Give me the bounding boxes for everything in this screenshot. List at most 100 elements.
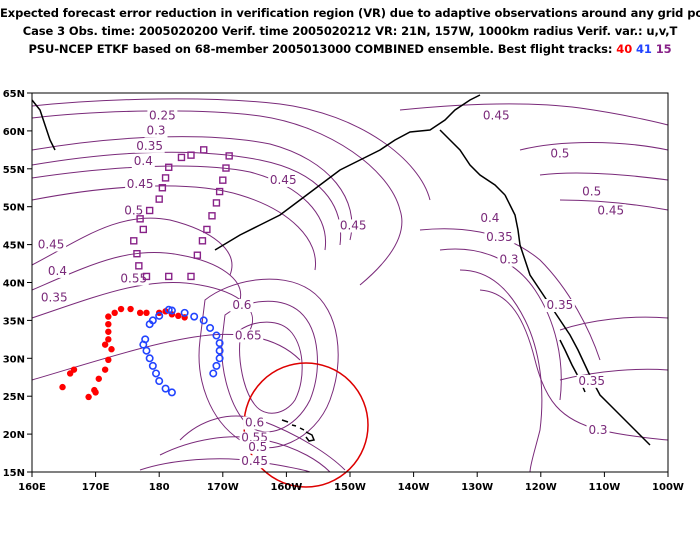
track-40-point xyxy=(105,336,112,343)
contour-line xyxy=(31,165,327,251)
header: Expected forecast error reduction in ver… xyxy=(0,0,700,80)
lon-tick-label: 160E xyxy=(18,482,46,493)
track-41-point xyxy=(215,354,224,363)
track-40-point xyxy=(101,366,109,373)
track-40-point xyxy=(111,309,118,317)
lon-tick-label: 170W xyxy=(207,482,239,493)
contour-label: 0.45 xyxy=(597,203,624,217)
contour-label-bg xyxy=(233,329,264,343)
contour-label-bg xyxy=(147,109,178,123)
track-15-point xyxy=(212,199,221,207)
contour-label-bg xyxy=(544,299,575,313)
track-15-point xyxy=(165,163,173,171)
track-40-point xyxy=(101,341,109,348)
track-15-point xyxy=(187,151,195,159)
track-40-point xyxy=(143,309,150,317)
contour-line xyxy=(198,278,339,449)
track-15-point xyxy=(219,176,227,184)
lon-tick-label: 170E xyxy=(82,482,110,493)
contour-labels: 0.250.30.350.40.450.50.450.40.350.450.45… xyxy=(36,109,626,469)
contour-line xyxy=(31,333,301,381)
contour-label-bg xyxy=(268,173,299,187)
track-41-point xyxy=(155,377,164,386)
contour-label-bg xyxy=(122,204,146,218)
lon-tick-label: 160W xyxy=(270,482,302,493)
contour-label: 0.5 xyxy=(248,440,267,454)
track-40-point xyxy=(105,320,112,328)
track-15-point xyxy=(193,251,202,259)
contour-label-bg xyxy=(118,272,149,286)
contour-label-bg xyxy=(243,416,267,430)
lat-tick-label: 60N xyxy=(3,127,25,138)
contour-label-bg xyxy=(595,204,626,218)
lat-tick-label: 20N xyxy=(3,430,25,441)
track-41-point xyxy=(212,331,221,340)
contour-line xyxy=(399,103,669,126)
contour-label: 0.45 xyxy=(483,109,510,123)
contour-label: 0.45 xyxy=(340,218,367,232)
track-15-point xyxy=(155,195,163,203)
contour-label: 0.3 xyxy=(588,423,607,437)
lat-tick-label: 15N xyxy=(3,468,25,479)
header-line-3-prefix: PSU-NCEP ETKF based on 68-member 2005013… xyxy=(28,42,617,56)
track-15-point xyxy=(203,225,211,234)
contour-label: 0.4 xyxy=(134,154,153,168)
contour-label: 0.5 xyxy=(550,146,569,160)
lat-tick-label: 45N xyxy=(3,241,25,252)
lon-tick-label: 130W xyxy=(461,482,493,493)
track-40-point xyxy=(105,313,112,320)
contour-line xyxy=(559,199,669,211)
track-40-point xyxy=(117,305,125,313)
track-41-point xyxy=(190,312,199,321)
track-41-point xyxy=(199,316,208,325)
track-15-point xyxy=(135,262,143,270)
contour-line xyxy=(31,217,233,276)
lon-tick-label: 100W xyxy=(652,482,684,493)
track-41-point xyxy=(142,346,151,355)
track-label-40: 40 xyxy=(616,42,633,56)
flight-tracks xyxy=(59,146,233,401)
contour-label-bg xyxy=(246,440,270,454)
contour-line xyxy=(239,321,303,414)
contour-line xyxy=(31,185,317,271)
header-line-3: PSU-NCEP ETKF based on 68-member 2005013… xyxy=(0,42,700,56)
track-41-point xyxy=(161,384,170,393)
contour-label: 0.6 xyxy=(245,416,264,430)
contour-label-bg xyxy=(131,155,155,169)
lon-tick-label: 110W xyxy=(588,482,620,493)
coastline-alaska xyxy=(214,94,481,251)
contour-label-bg xyxy=(576,374,607,388)
track-label-15: 15 xyxy=(655,42,672,56)
contour-label: 0.45 xyxy=(241,454,268,468)
track-41-point xyxy=(167,306,176,315)
contour-label: 0.35 xyxy=(547,298,574,312)
contour-label-bg xyxy=(478,211,502,225)
contour-line xyxy=(519,142,669,151)
lon-tick-label: 140W xyxy=(398,482,430,493)
track-41-point xyxy=(180,308,189,317)
contour-label-bg xyxy=(125,177,156,191)
lat-tick-label: 35N xyxy=(3,316,25,327)
track-40-point xyxy=(136,309,144,317)
track-40-point xyxy=(127,305,134,313)
lon-tick-label: 180 xyxy=(149,482,170,493)
contour-line xyxy=(479,289,669,441)
contour-line xyxy=(559,316,669,331)
track-15-point xyxy=(130,237,138,245)
track-41-point xyxy=(145,320,154,329)
track-40-point xyxy=(59,383,66,391)
contour-label-bg xyxy=(548,147,572,161)
contour-label: 0.4 xyxy=(48,264,67,278)
track-15-point xyxy=(222,164,230,172)
track-41-point xyxy=(139,340,148,349)
track-41-point xyxy=(148,361,157,370)
track-label-41: 41 xyxy=(636,42,652,56)
track-41-point xyxy=(209,369,218,378)
track-15-point xyxy=(177,153,186,162)
track-41-point xyxy=(212,361,221,370)
contour-label: 0.6 xyxy=(232,298,251,312)
contour-line xyxy=(459,269,543,473)
contour-label-bg xyxy=(230,299,254,313)
contour-label: 0.35 xyxy=(486,230,513,244)
